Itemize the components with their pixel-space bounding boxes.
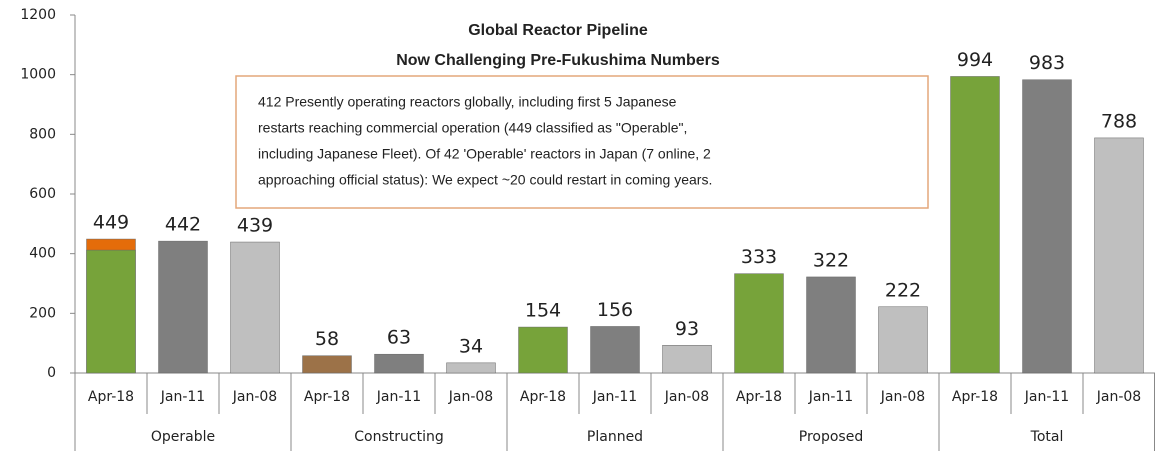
value-label: 322 bbox=[813, 249, 849, 271]
y-tick-label: 400 bbox=[29, 246, 56, 262]
bar bbox=[302, 355, 352, 374]
bar bbox=[950, 76, 1000, 374]
annotation-text: 412 Presently operating reactors globall… bbox=[258, 94, 677, 110]
y-tick-label: 1200 bbox=[20, 7, 56, 23]
x-tick-label: Jan-08 bbox=[880, 389, 925, 405]
value-label: 449 bbox=[93, 212, 129, 234]
bar bbox=[446, 362, 496, 374]
y-tick-label: 0 bbox=[47, 365, 56, 381]
value-label: 439 bbox=[237, 215, 273, 237]
value-label: 994 bbox=[957, 49, 993, 71]
bar bbox=[806, 276, 856, 374]
x-tick-label: Jan-08 bbox=[664, 389, 709, 405]
y-tick-label: 600 bbox=[29, 186, 56, 202]
chart-subtitle: Now Challenging Pre-Fukushima Numbers bbox=[396, 52, 720, 69]
annotation-text: restarts reaching commercial operation (… bbox=[258, 120, 687, 136]
bar bbox=[878, 306, 928, 374]
bar bbox=[662, 345, 712, 374]
group-label: Proposed bbox=[799, 429, 863, 445]
x-tick-label: Apr-18 bbox=[736, 389, 782, 405]
x-tick-label: Jan-08 bbox=[232, 389, 277, 405]
value-label: 63 bbox=[387, 327, 411, 349]
value-label: 58 bbox=[315, 328, 339, 350]
bar bbox=[518, 326, 568, 374]
x-tick-label: Jan-11 bbox=[160, 389, 205, 405]
y-tick-label: 1000 bbox=[20, 67, 56, 83]
bar bbox=[734, 273, 784, 374]
x-tick-label: Apr-18 bbox=[304, 389, 350, 405]
annotation-text: including Japanese Fleet). Of 42 'Operab… bbox=[258, 146, 711, 162]
value-label: 788 bbox=[1101, 110, 1137, 132]
value-label: 222 bbox=[885, 279, 921, 301]
chart-title: Global Reactor Pipeline bbox=[468, 22, 648, 39]
y-tick-label: 200 bbox=[29, 305, 56, 321]
group-label: Constructing bbox=[354, 429, 443, 445]
bar bbox=[374, 353, 424, 374]
x-tick-label: Jan-11 bbox=[592, 389, 637, 405]
bar bbox=[158, 240, 208, 374]
value-label: 154 bbox=[525, 300, 561, 322]
x-tick-label: Jan-11 bbox=[376, 389, 421, 405]
bar bbox=[590, 326, 640, 374]
bar bbox=[230, 241, 280, 374]
operating-bar bbox=[86, 249, 136, 374]
annotation-box bbox=[235, 75, 929, 209]
x-tick-label: Apr-18 bbox=[520, 389, 566, 405]
x-tick-label: Jan-11 bbox=[808, 389, 853, 405]
value-label: 442 bbox=[165, 214, 201, 236]
value-label: 34 bbox=[459, 335, 483, 357]
value-label: 333 bbox=[741, 246, 777, 268]
x-tick-label: Apr-18 bbox=[952, 389, 998, 405]
group-label: Operable bbox=[151, 429, 215, 445]
x-tick-label: Jan-08 bbox=[448, 389, 493, 405]
bar bbox=[1022, 79, 1072, 374]
bar bbox=[1094, 137, 1144, 374]
x-tick-label: Jan-08 bbox=[1096, 389, 1141, 405]
value-label: 93 bbox=[675, 318, 699, 340]
annotation-text: approaching official status): We expect … bbox=[258, 172, 712, 188]
value-label: 983 bbox=[1029, 52, 1065, 74]
value-label: 156 bbox=[597, 299, 633, 321]
x-tick-label: Apr-18 bbox=[88, 389, 134, 405]
x-tick-label: Jan-11 bbox=[1024, 389, 1069, 405]
group-label: Total bbox=[1030, 429, 1064, 445]
group-label: Planned bbox=[587, 429, 643, 445]
y-tick-label: 800 bbox=[29, 126, 56, 142]
